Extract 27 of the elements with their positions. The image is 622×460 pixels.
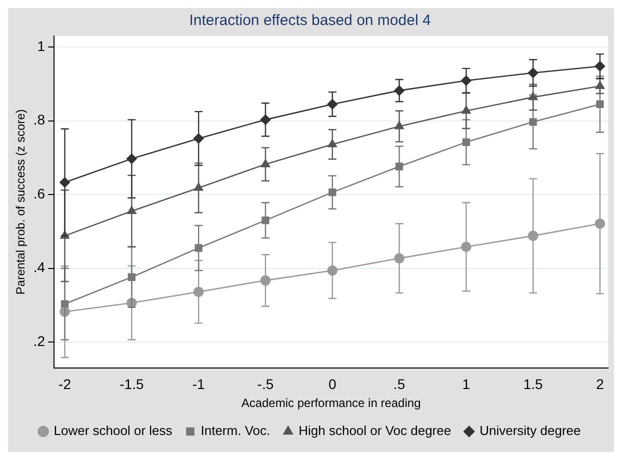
y-tick-label: .6 [33, 185, 46, 202]
x-tick-label: 1.5 [523, 376, 544, 392]
x-tick-label: .5 [393, 376, 406, 392]
chart-title: Interaction effects based on model 4 [189, 12, 431, 30]
point [529, 118, 537, 126]
legend-label: Interm. Voc. [200, 423, 270, 438]
y-tick-label: .2 [33, 332, 46, 349]
point [194, 244, 202, 252]
point [596, 100, 604, 108]
x-tick-label: 1 [462, 376, 470, 392]
x-tick-label: 2 [596, 376, 604, 392]
y-tick-label: 1 [37, 38, 46, 54]
legend-label: High school or Voc degree [298, 423, 452, 438]
point [328, 139, 337, 148]
y-axis-title: Parental prob. of success (z score) [14, 109, 28, 295]
x-tick-label: -2 [58, 376, 72, 392]
y-tick-label: .8 [33, 112, 46, 128]
x-tick-label: 0 [328, 376, 336, 392]
point [194, 182, 204, 191]
x-tick-label: -1 [192, 376, 206, 392]
y-tick-label: .4 [33, 259, 46, 276]
x-axis-title: Academic performance in reading [241, 396, 421, 410]
point [262, 216, 270, 224]
legend-label: University degree [480, 423, 581, 438]
legend-label: Lower school or less [54, 423, 173, 438]
x-tick-label: -1.5 [120, 376, 144, 392]
x-tick-label: -.5 [257, 376, 274, 392]
